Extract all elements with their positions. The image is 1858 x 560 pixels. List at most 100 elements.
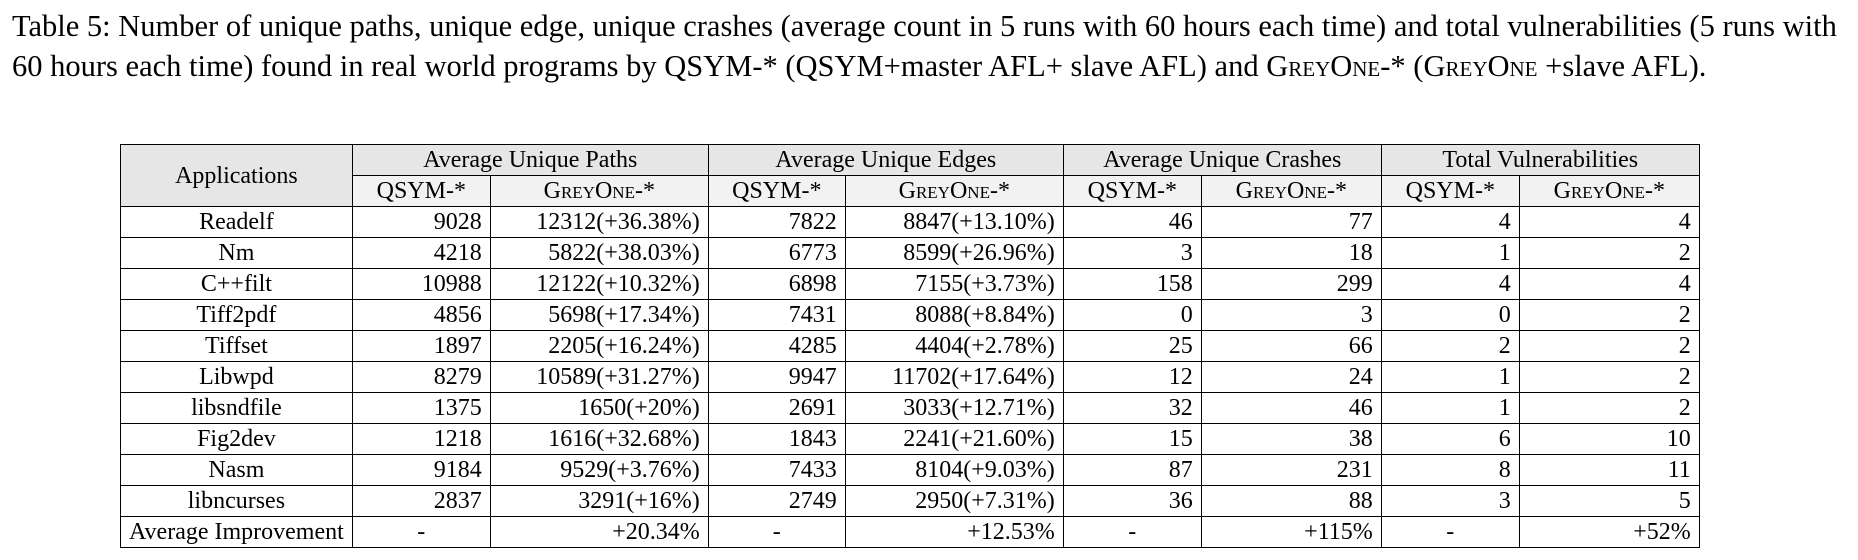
group-header-crashes: Average Unique Crashes — [1062, 144, 1382, 176]
table-row: Tiffset 1897 2205(+16.24%) 4285 4404(+2.… — [120, 330, 1700, 362]
paths-greyone-cell: 5698(+17.34%) — [489, 299, 709, 331]
crashes-qsym-cell: 25 — [1062, 330, 1202, 362]
crashes-greyone-cell: 88 — [1200, 485, 1382, 517]
crashes-qsym-cell: 36 — [1062, 485, 1202, 517]
paths-qsym-cell: 2837 — [351, 485, 491, 517]
vulns-greyone-cell: 2 — [1518, 237, 1700, 269]
edges-greyone-cell: 8104(+9.03%) — [844, 454, 1064, 486]
paths-greyone-cell: 2205(+16.24%) — [489, 330, 709, 362]
app-name-cell: Fig2dev — [120, 423, 353, 455]
greyone-suffix: -* — [634, 178, 655, 204]
avg-paths-qsym-cell: - — [351, 516, 491, 548]
app-name-cell: libsndfile — [120, 392, 353, 424]
group-header-vulns: Total Vulnerabilities — [1380, 144, 1700, 176]
paths-qsym-cell: 4218 — [351, 237, 491, 269]
table-row: Nasm 9184 9529(+3.76%) 7433 8104(+9.03%)… — [120, 454, 1700, 486]
paths-greyone-cell: 10589(+31.27%) — [489, 361, 709, 393]
app-name-cell: Tiff2pdf — [120, 299, 353, 331]
vulns-greyone-cell: 2 — [1518, 392, 1700, 424]
caption-greyone-1: GreyOne — [1266, 49, 1381, 83]
edges-qsym-cell: 6773 — [707, 237, 846, 269]
paths-qsym-cell: 10988 — [351, 268, 491, 300]
edges-qsym-cell: 4285 — [707, 330, 846, 362]
sub-header-qsym: QSYM-* — [707, 175, 846, 207]
table-row: Nm 4218 5822(+38.03%) 6773 8599(+26.96%)… — [120, 237, 1700, 269]
vulns-qsym-cell: 1 — [1380, 392, 1520, 424]
vulns-greyone-cell: 2 — [1518, 330, 1700, 362]
table-row: libncurses 2837 3291(+16%) 2749 2950(+7.… — [120, 485, 1700, 517]
vulns-qsym-cell: 2 — [1380, 330, 1520, 362]
crashes-greyone-cell: 77 — [1200, 206, 1382, 238]
avg-vulns-greyone-cell: +52% — [1518, 516, 1700, 548]
vulns-greyone-cell: 11 — [1518, 454, 1700, 486]
table-row: Tiff2pdf 4856 5698(+17.34%) 7431 8088(+8… — [120, 299, 1700, 331]
table-header: Applications Average Unique Paths Averag… — [120, 144, 1700, 207]
edges-greyone-cell: 2241(+21.60%) — [844, 423, 1064, 455]
edges-greyone-cell: 3033(+12.71%) — [844, 392, 1064, 424]
crashes-qsym-cell: 32 — [1062, 392, 1202, 424]
paths-qsym-cell: 9028 — [351, 206, 491, 238]
edges-qsym-cell: 7822 — [707, 206, 846, 238]
edges-qsym-cell: 1843 — [707, 423, 846, 455]
crashes-greyone-cell: 66 — [1200, 330, 1382, 362]
crashes-qsym-cell: 158 — [1062, 268, 1202, 300]
edges-greyone-cell: 8847(+13.10%) — [844, 206, 1064, 238]
table-body: Readelf 9028 12312(+36.38%) 7822 8847(+1… — [120, 206, 1700, 548]
vulns-greyone-cell: 10 — [1518, 423, 1700, 455]
caption-text-part3: +slave AFL). — [1537, 49, 1707, 83]
table-row: libsndfile 1375 1650(+20%) 2691 3033(+12… — [120, 392, 1700, 424]
crashes-qsym-cell: 87 — [1062, 454, 1202, 486]
results-table: Applications Average Unique Paths Averag… — [120, 144, 1700, 548]
crashes-greyone-cell: 18 — [1200, 237, 1382, 269]
average-label-cell: Average Improvement — [120, 516, 353, 548]
avg-edges-greyone-cell: +12.53% — [844, 516, 1064, 548]
crashes-greyone-cell: 38 — [1200, 423, 1382, 455]
edges-greyone-cell: 8599(+26.96%) — [844, 237, 1064, 269]
sub-header-greyone: GreyOne-* — [844, 175, 1064, 207]
edges-qsym-cell: 2749 — [707, 485, 846, 517]
paths-qsym-cell: 1897 — [351, 330, 491, 362]
vulns-qsym-cell: 1 — [1380, 237, 1520, 269]
crashes-qsym-cell: 3 — [1062, 237, 1202, 269]
crashes-qsym-cell: 46 — [1062, 206, 1202, 238]
vulns-greyone-cell: 4 — [1518, 268, 1700, 300]
sub-header-qsym: QSYM-* — [1062, 175, 1202, 207]
greyone-name: GreyOne — [898, 178, 990, 204]
results-table-wrapper: Applications Average Unique Paths Averag… — [120, 144, 1700, 548]
vulns-qsym-cell: 8 — [1380, 454, 1520, 486]
edges-qsym-cell: 7431 — [707, 299, 846, 331]
table-caption: Table 5: Number of unique paths, unique … — [12, 6, 1850, 86]
vulns-qsym-cell: 4 — [1380, 268, 1520, 300]
caption-greyone-2: GreyOne — [1423, 49, 1538, 83]
crashes-greyone-cell: 299 — [1200, 268, 1382, 300]
header-group-row: Applications Average Unique Paths Averag… — [120, 144, 1700, 207]
paths-qsym-cell: 1375 — [351, 392, 491, 424]
crashes-qsym-cell: 12 — [1062, 361, 1202, 393]
paths-qsym-cell: 1218 — [351, 423, 491, 455]
edges-qsym-cell: 7433 — [707, 454, 846, 486]
paths-greyone-cell: 12122(+10.32%) — [489, 268, 709, 300]
paths-greyone-cell: 5822(+38.03%) — [489, 237, 709, 269]
avg-crashes-qsym-cell: - — [1062, 516, 1202, 548]
table-row: Fig2dev 1218 1616(+32.68%) 1843 2241(+21… — [120, 423, 1700, 455]
table-row: Readelf 9028 12312(+36.38%) 7822 8847(+1… — [120, 206, 1700, 238]
crashes-qsym-cell: 15 — [1062, 423, 1202, 455]
vulns-qsym-cell: 4 — [1380, 206, 1520, 238]
greyone-name: GreyOne — [543, 178, 635, 204]
app-name-cell: Tiffset — [120, 330, 353, 362]
crashes-qsym-cell: 0 — [1062, 299, 1202, 331]
avg-paths-greyone-cell: +20.34% — [489, 516, 709, 548]
paths-qsym-cell: 4856 — [351, 299, 491, 331]
greyone-suffix: -* — [1644, 178, 1665, 204]
crashes-greyone-cell: 46 — [1200, 392, 1382, 424]
avg-vulns-qsym-cell: - — [1380, 516, 1520, 548]
app-name-cell: Nasm — [120, 454, 353, 486]
vulns-greyone-cell: 4 — [1518, 206, 1700, 238]
vulns-qsym-cell: 1 — [1380, 361, 1520, 393]
paths-greyone-cell: 12312(+36.38%) — [489, 206, 709, 238]
paths-qsym-cell: 8279 — [351, 361, 491, 393]
vulns-qsym-cell: 0 — [1380, 299, 1520, 331]
sub-header-greyone: GreyOne-* — [1518, 175, 1700, 207]
edges-greyone-cell: 2950(+7.31%) — [844, 485, 1064, 517]
